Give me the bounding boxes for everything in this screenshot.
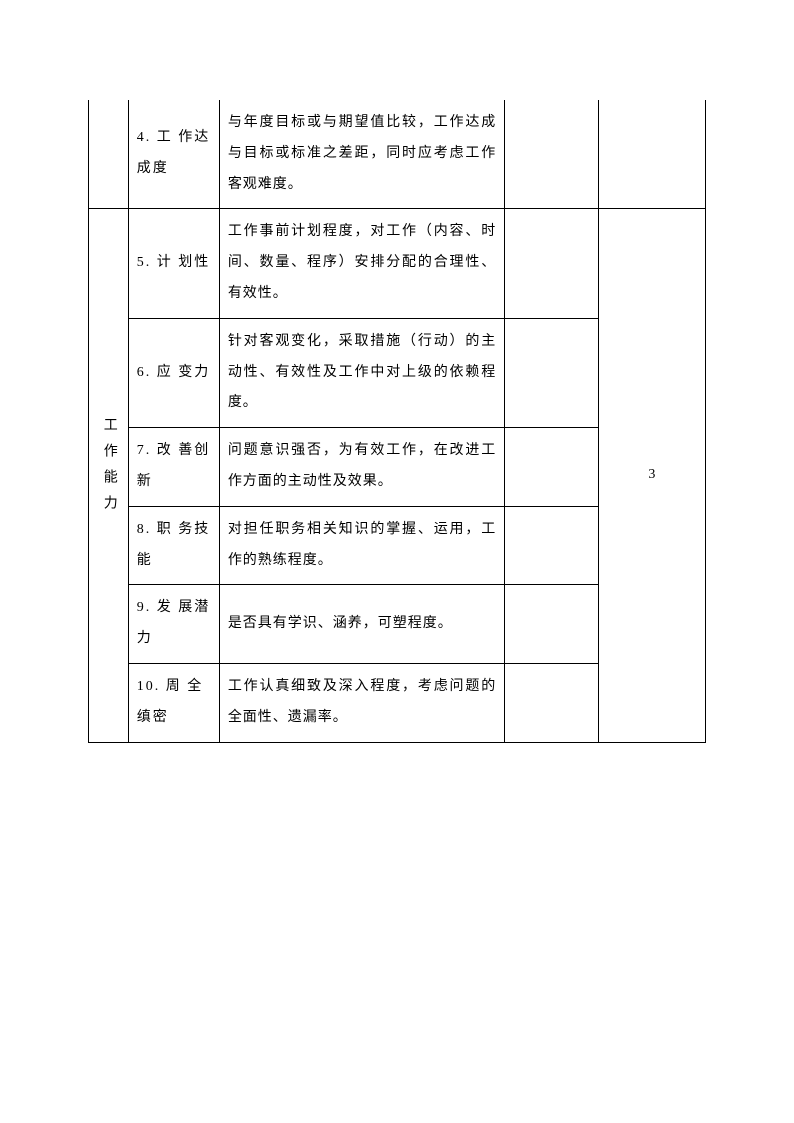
item-cell: 5. 计 划性 xyxy=(128,209,219,318)
empty-cell xyxy=(505,506,598,585)
table-row: 工作能力 5. 计 划性 工作事前计划程度，对工作（内容、时间、数量、程序）安排… xyxy=(89,209,706,318)
evaluation-table-container: 4. 工 作达成度 与年度目标或与期望值比较，工作达成与目标或标准之差距，同时应… xyxy=(88,100,706,743)
description-cell: 工作认真细致及深入程度，考虑问题的全面性、遗漏率。 xyxy=(219,663,504,742)
item-cell: 8. 职 务技能 xyxy=(128,506,219,585)
item-cell: 4. 工 作达成度 xyxy=(128,100,219,209)
item-cell: 9. 发 展潜力 xyxy=(128,585,219,664)
item-cell: 10. 周 全缜密 xyxy=(128,663,219,742)
category-label: 工作能力 xyxy=(93,417,124,521)
description-cell: 对担任职务相关知识的掌握、运用，工作的熟练程度。 xyxy=(219,506,504,585)
table-row: 4. 工 作达成度 与年度目标或与期望值比较，工作达成与目标或标准之差距，同时应… xyxy=(89,100,706,209)
empty-cell xyxy=(505,585,598,664)
empty-cell xyxy=(505,428,598,507)
score-cell: 3 xyxy=(598,209,705,742)
empty-cell xyxy=(505,663,598,742)
description-cell: 问题意识强否，为有效工作，在改进工作方面的主动性及效果。 xyxy=(219,428,504,507)
score-cell-empty xyxy=(598,100,705,209)
category-cell-empty xyxy=(89,100,129,209)
evaluation-table: 4. 工 作达成度 与年度目标或与期望值比较，工作达成与目标或标准之差距，同时应… xyxy=(88,100,706,743)
description-cell: 是否具有学识、涵养，可塑程度。 xyxy=(219,585,504,664)
empty-cell xyxy=(505,100,598,209)
category-cell: 工作能力 xyxy=(89,209,129,742)
empty-cell xyxy=(505,318,598,427)
description-cell: 工作事前计划程度，对工作（内容、时间、数量、程序）安排分配的合理性、有效性。 xyxy=(219,209,504,318)
description-cell: 与年度目标或与期望值比较，工作达成与目标或标准之差距，同时应考虑工作客观难度。 xyxy=(219,100,504,209)
description-cell: 针对客观变化，采取措施（行动）的主动性、有效性及工作中对上级的依赖程度。 xyxy=(219,318,504,427)
empty-cell xyxy=(505,209,598,318)
item-cell: 7. 改 善创新 xyxy=(128,428,219,507)
item-cell: 6. 应 变力 xyxy=(128,318,219,427)
